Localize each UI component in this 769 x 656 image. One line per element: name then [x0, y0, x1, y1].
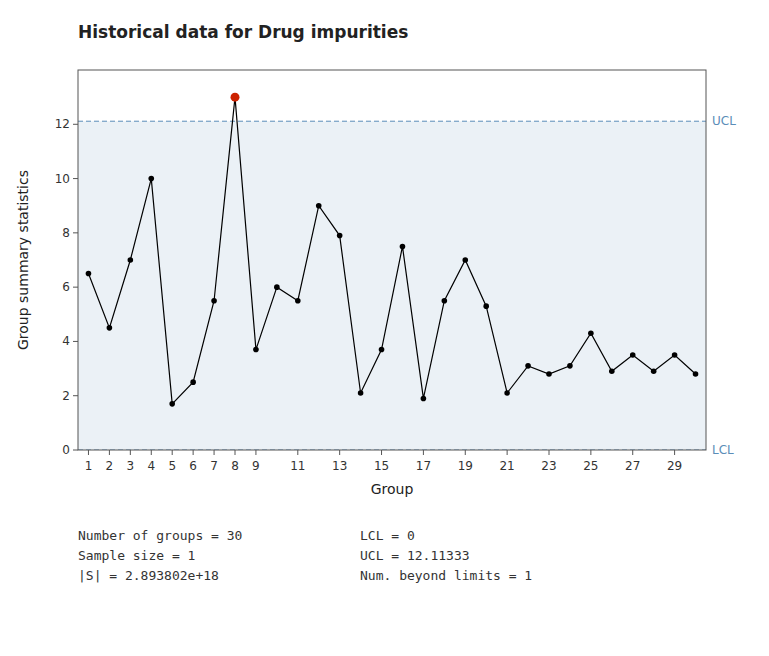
- y-tick: [73, 395, 78, 396]
- point: [190, 379, 196, 385]
- point: [107, 325, 113, 331]
- stats-text: Sample size = 1: [78, 548, 195, 563]
- point: [421, 396, 427, 402]
- x-tick-label: 17: [416, 459, 431, 473]
- x-tick: [109, 450, 110, 455]
- point: [400, 244, 406, 250]
- x-tick-label: 23: [541, 459, 556, 473]
- x-tick: [381, 450, 382, 455]
- y-tick: [73, 124, 78, 125]
- point: [693, 371, 699, 377]
- x-tick-label: 2: [106, 459, 114, 473]
- x-tick-label: 13: [332, 459, 347, 473]
- x-tick-label: 8: [231, 459, 239, 473]
- point: [567, 363, 573, 369]
- x-tick-label: 21: [499, 459, 514, 473]
- limit-line: [78, 121, 706, 122]
- stats-text: Num. beyond limits = 1: [360, 568, 532, 583]
- y-tick-label: 8: [62, 226, 70, 240]
- point: [588, 330, 594, 336]
- data-line: [88, 97, 695, 404]
- x-tick: [549, 450, 550, 455]
- point-beyond-limit: [231, 93, 240, 102]
- x-tick: [88, 450, 89, 455]
- x-tick: [674, 450, 675, 455]
- limit-label: LCL: [712, 443, 734, 457]
- point: [483, 303, 489, 309]
- x-tick: [339, 450, 340, 455]
- point: [253, 347, 259, 353]
- x-tick: [193, 450, 194, 455]
- y-tick-label: 4: [62, 334, 70, 348]
- point: [128, 257, 134, 263]
- y-tick: [73, 450, 78, 451]
- y-axis-label: Group summary statistics: [15, 170, 31, 350]
- x-tick-label: 7: [210, 459, 218, 473]
- point: [295, 298, 301, 304]
- point: [525, 363, 531, 369]
- x-axis-label: Group: [371, 481, 414, 497]
- plot-area: [78, 93, 706, 450]
- x-tick-label: 6: [189, 459, 197, 473]
- point: [316, 203, 322, 209]
- y-tick: [73, 232, 78, 233]
- x-tick: [632, 450, 633, 455]
- x-tick: [172, 450, 173, 455]
- y-tick-label: 6: [62, 280, 70, 294]
- x-tick-label: 9: [252, 459, 260, 473]
- x-tick-label: 19: [458, 459, 473, 473]
- chart: Historical data for Drug impurities12345…: [0, 0, 769, 656]
- point: [169, 401, 175, 407]
- x-tick-label: 11: [290, 459, 305, 473]
- x-tick-label: 15: [374, 459, 389, 473]
- y-tick-label: 0: [62, 443, 70, 457]
- x-tick: [297, 450, 298, 455]
- x-tick: [465, 450, 466, 455]
- stats-text: Number of groups = 30: [78, 528, 242, 543]
- x-tick-label: 27: [625, 459, 640, 473]
- point: [211, 298, 217, 304]
- point: [442, 298, 448, 304]
- y-tick: [73, 341, 78, 342]
- stats-text: LCL = 0: [360, 528, 415, 543]
- point: [274, 284, 280, 290]
- x-tick: [590, 450, 591, 455]
- point: [148, 176, 154, 182]
- y-tick-label: 2: [62, 389, 70, 403]
- point: [337, 233, 343, 239]
- y-tick: [73, 287, 78, 288]
- x-tick: [214, 450, 215, 455]
- y-tick: [73, 178, 78, 179]
- point: [358, 390, 364, 396]
- x-tick-label: 25: [583, 459, 598, 473]
- point: [462, 257, 468, 263]
- point: [651, 368, 657, 374]
- x-tick: [255, 450, 256, 455]
- plot-frame: [78, 70, 706, 450]
- x-tick: [235, 450, 236, 455]
- x-tick: [130, 450, 131, 455]
- point: [546, 371, 552, 377]
- title: Historical data for Drug impurities: [78, 22, 408, 42]
- stats-text: |S| = 2.893802e+18: [78, 568, 219, 583]
- x-tick-label: 29: [667, 459, 682, 473]
- point: [504, 390, 510, 396]
- x-tick-label: 3: [127, 459, 135, 473]
- point: [86, 271, 92, 277]
- x-tick: [151, 450, 152, 455]
- y-tick-label: 12: [55, 117, 70, 131]
- x-tick: [423, 450, 424, 455]
- point: [672, 352, 678, 358]
- point: [609, 368, 615, 374]
- x-tick: [507, 450, 508, 455]
- stats-text: UCL = 12.11333: [360, 548, 470, 563]
- point: [630, 352, 636, 358]
- x-tick-label: 1: [85, 459, 93, 473]
- limit-label: UCL: [712, 114, 736, 128]
- x-tick-label: 4: [147, 459, 155, 473]
- point: [379, 347, 385, 353]
- y-tick-label: 10: [55, 172, 70, 186]
- x-tick-label: 5: [168, 459, 176, 473]
